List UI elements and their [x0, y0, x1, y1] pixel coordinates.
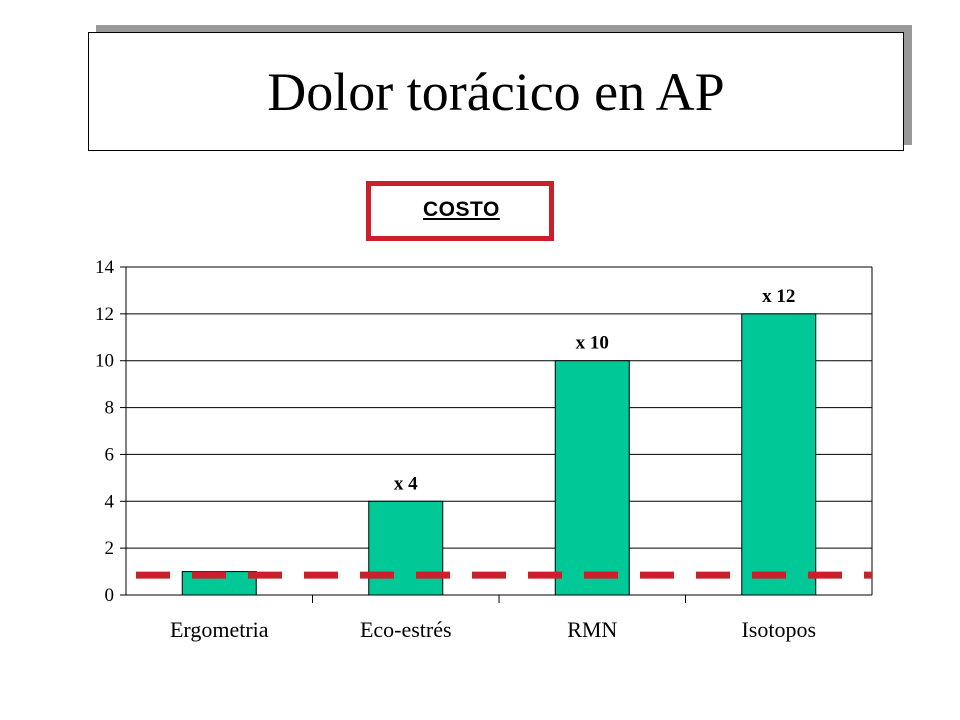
bar-2 [368, 500, 444, 596]
y-tick-label: 4 [105, 491, 115, 512]
x-category-label: Ergometria [170, 617, 269, 642]
title-box: Dolor torácico en AP [88, 32, 904, 151]
x-category-label: Eco-estrés [360, 617, 452, 642]
page-title: Dolor torácico en AP [267, 61, 725, 122]
x-category-label: RMN [567, 617, 617, 642]
y-tick-label: 8 [105, 398, 115, 419]
bar-4 [741, 313, 817, 596]
x-category-label: Isotopos [741, 617, 816, 642]
data-label: x 4 [394, 473, 418, 494]
y-tick-label: 12 [95, 304, 114, 325]
y-tick-label: 2 [105, 538, 115, 559]
y-tick-label: 6 [105, 444, 115, 465]
costo-badge-label: COSTO [423, 198, 500, 221]
y-tick-label: 14 [95, 257, 115, 278]
y-tick-label: 0 [105, 585, 115, 606]
data-label: x 10 [576, 333, 609, 354]
costo-badge: COSTO [366, 181, 554, 241]
bar-3 [554, 360, 630, 596]
data-label: x 12 [762, 286, 795, 307]
y-tick-label: 10 [95, 351, 114, 372]
